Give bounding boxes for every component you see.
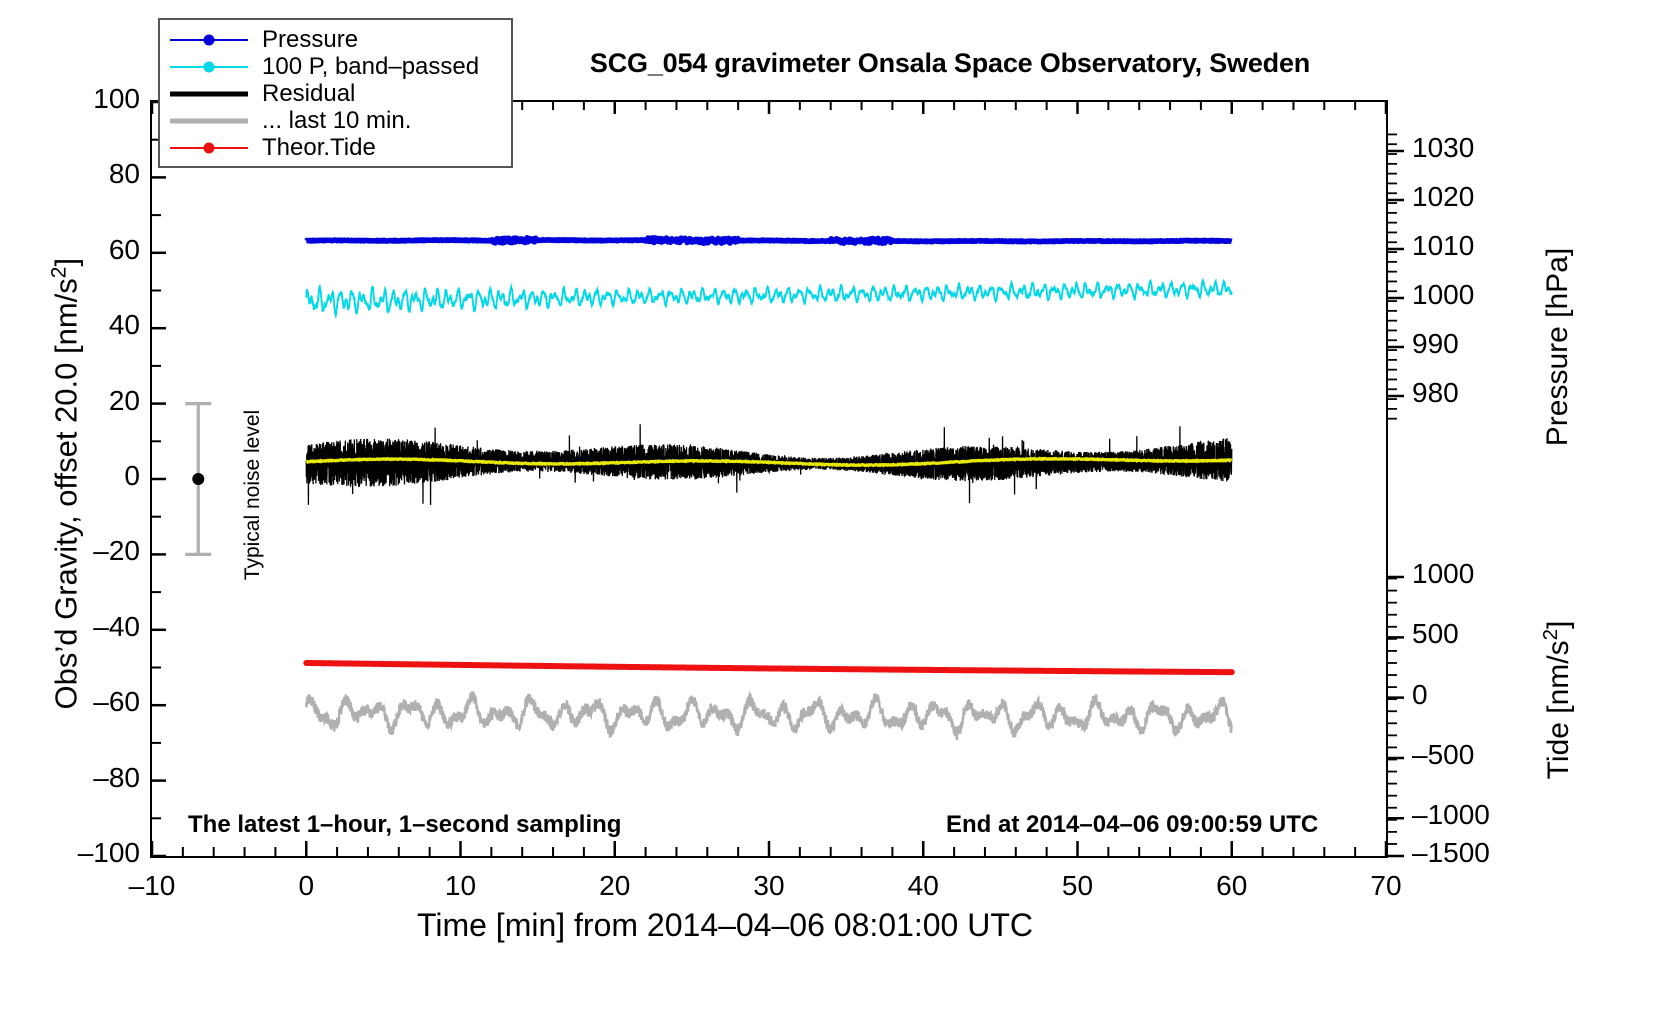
- legend: Pressure 100 P, band–passed Residual... la…: [158, 18, 513, 168]
- tide-tick-label: 0: [1412, 678, 1428, 710]
- pressure-tick-label: 1020: [1412, 181, 1475, 213]
- y-tick-label: 100: [93, 83, 140, 114]
- tide-tick-label: 500: [1412, 618, 1459, 650]
- legend-swatch: [170, 30, 248, 50]
- y-tick-label: –60: [93, 686, 140, 718]
- y-tick-label: 0: [124, 460, 140, 491]
- y-tick-label: 20: [108, 384, 140, 416]
- plot-canvas: [185, 235, 1235, 741]
- legend-marker-dot: [203, 34, 215, 45]
- legend-item: Pressure: [170, 26, 501, 53]
- pressure-tick-label: 1000: [1412, 279, 1475, 311]
- tide-axis-title-text: Tide [nm/s: [1542, 640, 1575, 780]
- pressure-tick-label: 990: [1412, 328, 1459, 360]
- legend-swatch: [170, 138, 248, 158]
- series-residual: [305, 424, 1233, 505]
- tide-tick-label: 1000: [1412, 558, 1475, 590]
- series-pressure: [304, 235, 1234, 246]
- y-axis-title: Obs’d Gravity, offset 20.0 [nm/s2]: [47, 104, 84, 864]
- x-tick-label: 50: [1061, 870, 1094, 901]
- y-tick-label: 40: [108, 309, 140, 341]
- x-tick-label: 10: [444, 870, 477, 901]
- y-tick-label: –40: [93, 610, 140, 642]
- x-tick-label: –10: [128, 870, 176, 901]
- legend-item: Residual: [170, 80, 501, 107]
- chart-title: SCG_054 gravimeter Onsala Space Observat…: [589, 48, 1311, 78]
- legend-swatch: [170, 111, 248, 131]
- x-tick-label: 70: [1370, 870, 1402, 901]
- legend-swatch: [170, 57, 248, 77]
- pressure-tick-label: 980: [1412, 377, 1459, 409]
- legend-item: 100 P, band–passed: [170, 53, 501, 80]
- legend-label: Theor.Tide: [262, 134, 376, 161]
- y-axis-title-superscript: 2: [47, 266, 71, 279]
- series-last-10-min: [305, 690, 1233, 741]
- legend-label: 100 P, band–passed: [262, 53, 480, 80]
- pressure-axis-title: Pressure [hPa]: [1541, 247, 1574, 447]
- tide-tick-label: –1500: [1412, 837, 1490, 868]
- legend-item: ... last 10 min.: [170, 107, 501, 134]
- legend-swatch: [170, 84, 248, 104]
- legend-marker-dot: [203, 142, 215, 153]
- y-tick-label: –20: [93, 535, 140, 567]
- x-tick-label: 40: [907, 870, 939, 901]
- x-tick-label: 0: [298, 870, 315, 901]
- legend-label: Pressure: [262, 26, 359, 53]
- footer-note-left: The latest 1–hour, 1–second sampling: [188, 811, 622, 838]
- x-axis-title: Time [min] from 2014–04–06 08:01:00 UTC: [416, 907, 1033, 943]
- series-residual-smoothed: [305, 456, 1233, 468]
- tide-axis-title: Tide [nm/s2]: [1540, 520, 1576, 880]
- tide-tick-label: –1000: [1412, 799, 1490, 831]
- x-tick-label: 20: [599, 870, 631, 901]
- tide-tick-label: –500: [1412, 738, 1475, 770]
- pressure-tick-label: 1010: [1412, 230, 1475, 262]
- series-pressure-bandpassed: [305, 277, 1233, 320]
- y-tick-label: 80: [108, 158, 140, 190]
- legend-label: ... last 10 min.: [262, 107, 412, 134]
- x-tick-label: 30: [753, 870, 785, 901]
- y-tick-label: 60: [108, 233, 140, 265]
- footer-note-right: End at 2014–04–06 09:00:59 UTC: [946, 811, 1319, 838]
- tide-axis-title-superscript: 2: [1540, 629, 1562, 641]
- tide-axis-title-tail: ]: [1542, 620, 1575, 630]
- typical-noise-level-bar: [185, 402, 212, 556]
- legend-label: Residual: [262, 80, 356, 107]
- y-tick-label: –80: [93, 761, 140, 793]
- legend-line: [170, 91, 248, 96]
- y-axis-title-text: Obs’d Gravity, offset 20.0 [nm/s: [48, 278, 84, 710]
- legend-item: Theor.Tide: [170, 134, 501, 161]
- plot-area: [150, 100, 1388, 858]
- y-tick-label: –100: [77, 837, 140, 868]
- legend-marker-dot: [203, 61, 215, 72]
- pressure-tick-label: 1030: [1412, 132, 1475, 163]
- typical-noise-level-label: Typical noise level: [241, 409, 264, 581]
- legend-line: [170, 118, 248, 123]
- x-tick-label: 60: [1216, 870, 1248, 901]
- series-theor-tide: [303, 659, 1235, 676]
- y-axis-title-tail: ]: [48, 257, 84, 267]
